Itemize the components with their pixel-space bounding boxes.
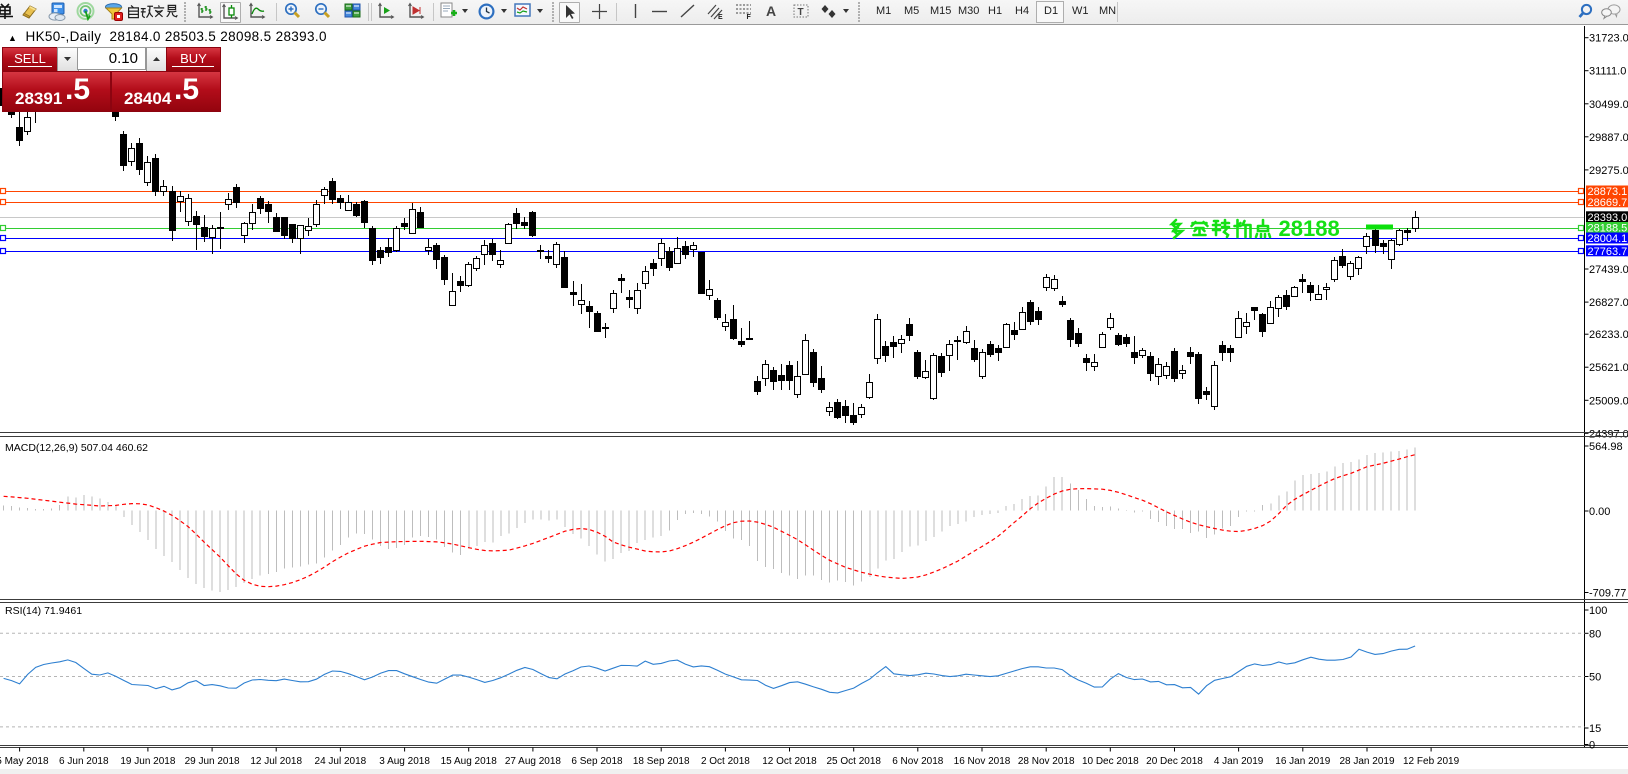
svg-text:31723.0: 31723.0 bbox=[1589, 33, 1628, 45]
svg-text:12 Oct 2018: 12 Oct 2018 bbox=[762, 756, 817, 767]
svg-text:29275.0: 29275.0 bbox=[1589, 165, 1628, 177]
svg-text:28 Jan 2019: 28 Jan 2019 bbox=[1339, 756, 1394, 767]
svg-text:16 Nov 2018: 16 Nov 2018 bbox=[954, 756, 1011, 767]
svg-text:3 Aug 2018: 3 Aug 2018 bbox=[379, 756, 430, 767]
svg-text:100: 100 bbox=[1589, 605, 1607, 617]
svg-text:4 Jan 2019: 4 Jan 2019 bbox=[1214, 756, 1264, 767]
svg-text:12 Feb 2019: 12 Feb 2019 bbox=[1403, 756, 1460, 767]
svg-text:6 Jun 2018: 6 Jun 2018 bbox=[59, 756, 109, 767]
svg-text:6 Nov 2018: 6 Nov 2018 bbox=[892, 756, 944, 767]
svg-text:27 Aug 2018: 27 Aug 2018 bbox=[505, 756, 562, 767]
svg-text:28873.1: 28873.1 bbox=[1588, 186, 1628, 198]
svg-text:80: 80 bbox=[1589, 628, 1601, 640]
svg-text:27439.0: 27439.0 bbox=[1589, 264, 1628, 276]
svg-text:25 Oct 2018: 25 Oct 2018 bbox=[826, 756, 881, 767]
svg-text:F: F bbox=[747, 14, 752, 21]
svg-text:20 Dec 2018: 20 Dec 2018 bbox=[1146, 756, 1203, 767]
svg-text:31111.0: 31111.0 bbox=[1589, 66, 1626, 78]
svg-text:15 Aug 2018: 15 Aug 2018 bbox=[441, 756, 498, 767]
svg-text:24 Jul 2018: 24 Jul 2018 bbox=[315, 756, 367, 767]
svg-text:29887.0: 29887.0 bbox=[1589, 132, 1628, 144]
svg-text:6 Sep 2018: 6 Sep 2018 bbox=[571, 756, 623, 767]
svg-text:28188: 28188 bbox=[1279, 216, 1340, 241]
svg-text:16 Jan 2019: 16 Jan 2019 bbox=[1275, 756, 1330, 767]
svg-text:0.00: 0.00 bbox=[1589, 506, 1610, 518]
svg-text:28 Nov 2018: 28 Nov 2018 bbox=[1018, 756, 1075, 767]
svg-text:28393.0: 28393.0 bbox=[1588, 212, 1628, 224]
svg-text:25 May 2018: 25 May 2018 bbox=[0, 756, 49, 767]
svg-text:0: 0 bbox=[1589, 740, 1595, 752]
svg-text:24397.0: 24397.0 bbox=[1589, 428, 1628, 440]
svg-text:E: E bbox=[718, 14, 723, 21]
svg-text:19 Jun 2018: 19 Jun 2018 bbox=[120, 756, 175, 767]
svg-text:-709.77: -709.77 bbox=[1589, 588, 1626, 600]
svg-text:26827.0: 26827.0 bbox=[1589, 297, 1628, 309]
svg-text:T: T bbox=[798, 7, 804, 18]
svg-text:18 Sep 2018: 18 Sep 2018 bbox=[633, 756, 690, 767]
svg-text:28004.1: 28004.1 bbox=[1588, 233, 1628, 245]
svg-text:2 Oct 2018: 2 Oct 2018 bbox=[701, 756, 750, 767]
svg-text:30499.0: 30499.0 bbox=[1589, 99, 1628, 111]
svg-text:29 Jun 2018: 29 Jun 2018 bbox=[185, 756, 240, 767]
svg-text:564.98: 564.98 bbox=[1589, 441, 1623, 453]
svg-text:25009.0: 25009.0 bbox=[1589, 395, 1628, 407]
svg-text:26233.0: 26233.0 bbox=[1589, 329, 1628, 341]
svg-text:50: 50 bbox=[1589, 672, 1601, 684]
svg-text:12 Jul 2018: 12 Jul 2018 bbox=[250, 756, 302, 767]
svg-text:27763.7: 27763.7 bbox=[1588, 246, 1628, 258]
svg-text:25621.0: 25621.0 bbox=[1589, 362, 1628, 374]
svg-text:28669.7: 28669.7 bbox=[1588, 197, 1628, 209]
svg-text:28188.5: 28188.5 bbox=[1588, 223, 1628, 235]
svg-text:10 Dec 2018: 10 Dec 2018 bbox=[1082, 756, 1139, 767]
svg-text:15: 15 bbox=[1589, 723, 1601, 735]
